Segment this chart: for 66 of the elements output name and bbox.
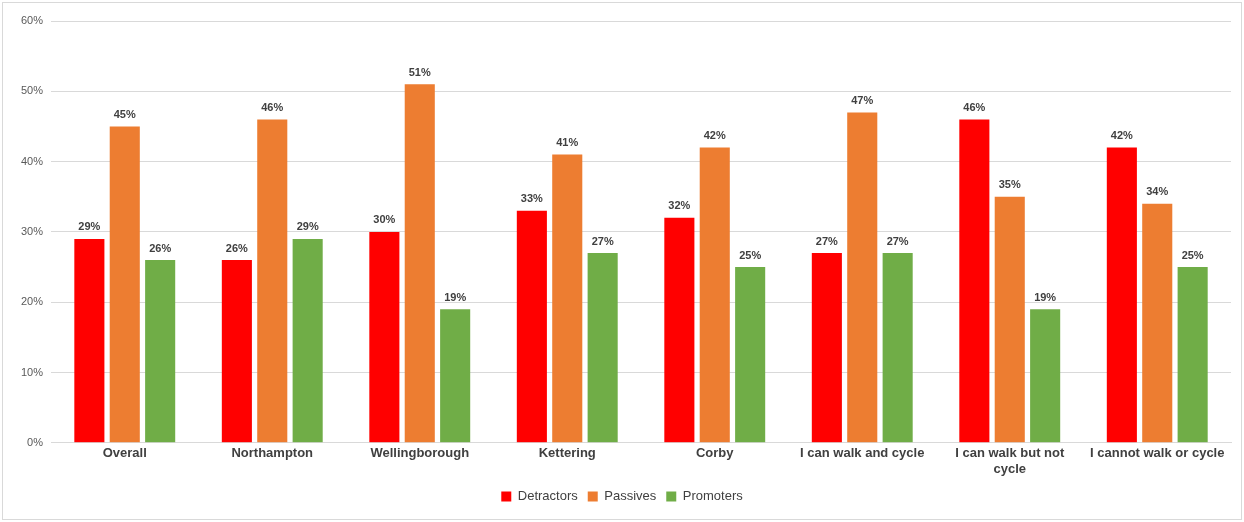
data-label: 51% xyxy=(408,65,431,78)
x-tick-label: I cannot walk or cycle xyxy=(1090,445,1225,461)
data-label: 29% xyxy=(296,220,319,233)
data-label: 27% xyxy=(815,234,839,247)
bar xyxy=(1106,147,1137,443)
data-label: 35% xyxy=(998,178,1021,191)
bar xyxy=(369,231,400,443)
x-tick-label: I can walk and cycle xyxy=(800,445,925,461)
y-tick-label: 10% xyxy=(20,365,44,378)
bar xyxy=(440,309,471,443)
y-tick-label: 50% xyxy=(20,84,44,97)
data-label: 45% xyxy=(113,107,136,120)
bar xyxy=(882,252,913,443)
data-label: 26% xyxy=(149,241,172,254)
data-label: 47% xyxy=(851,93,874,106)
bar xyxy=(735,267,766,443)
data-label: 25% xyxy=(739,248,762,261)
bar xyxy=(847,112,878,443)
data-label: 25% xyxy=(1181,248,1204,261)
data-label: 46% xyxy=(963,100,986,113)
legend-label: Detractors xyxy=(517,488,579,504)
y-tick-label: 30% xyxy=(20,224,44,237)
bar xyxy=(145,260,176,443)
data-label: 30% xyxy=(373,213,396,226)
bar xyxy=(1177,267,1208,443)
bar xyxy=(699,147,730,443)
bar xyxy=(516,210,547,443)
legend-label: Passives xyxy=(604,488,657,504)
x-tick-label: Wellingborough xyxy=(370,445,470,461)
data-label: 46% xyxy=(261,100,284,113)
data-label: 42% xyxy=(1110,129,1134,142)
bar xyxy=(109,126,140,443)
y-tick-label: 40% xyxy=(20,154,44,167)
bar xyxy=(221,260,252,443)
bar xyxy=(994,196,1025,443)
data-label: 42% xyxy=(703,129,726,142)
x-tick-label: Corby xyxy=(695,445,735,461)
x-tick-label: I can walk but not cycle xyxy=(955,445,1065,476)
data-label: 27% xyxy=(886,234,909,247)
bar xyxy=(292,238,323,443)
y-tick-label: 0% xyxy=(27,435,44,448)
y-tick-label: 20% xyxy=(20,295,44,308)
data-label: 32% xyxy=(668,199,691,212)
data-label: 19% xyxy=(444,290,467,303)
legend-label: Promoters xyxy=(682,488,744,504)
bar xyxy=(257,119,288,443)
bar xyxy=(404,84,435,443)
bar xyxy=(1142,203,1173,443)
bar xyxy=(1030,309,1061,443)
bar xyxy=(552,154,583,443)
bar xyxy=(587,252,618,443)
bar xyxy=(959,119,990,443)
bar xyxy=(74,238,105,443)
data-label: 41% xyxy=(556,136,579,149)
data-label: 29% xyxy=(78,220,101,233)
bar xyxy=(664,217,695,443)
data-label: 34% xyxy=(1146,185,1169,198)
x-tick-label: Overall xyxy=(102,445,147,461)
y-tick-label: 60% xyxy=(20,14,44,27)
bar xyxy=(811,252,842,443)
x-tick-label: Northampton xyxy=(231,445,314,461)
data-label: 19% xyxy=(1034,290,1057,303)
x-tick-label: Kettering xyxy=(538,445,596,461)
data-label: 27% xyxy=(591,234,614,247)
data-label: 33% xyxy=(520,192,544,205)
data-label: 26% xyxy=(225,241,249,254)
